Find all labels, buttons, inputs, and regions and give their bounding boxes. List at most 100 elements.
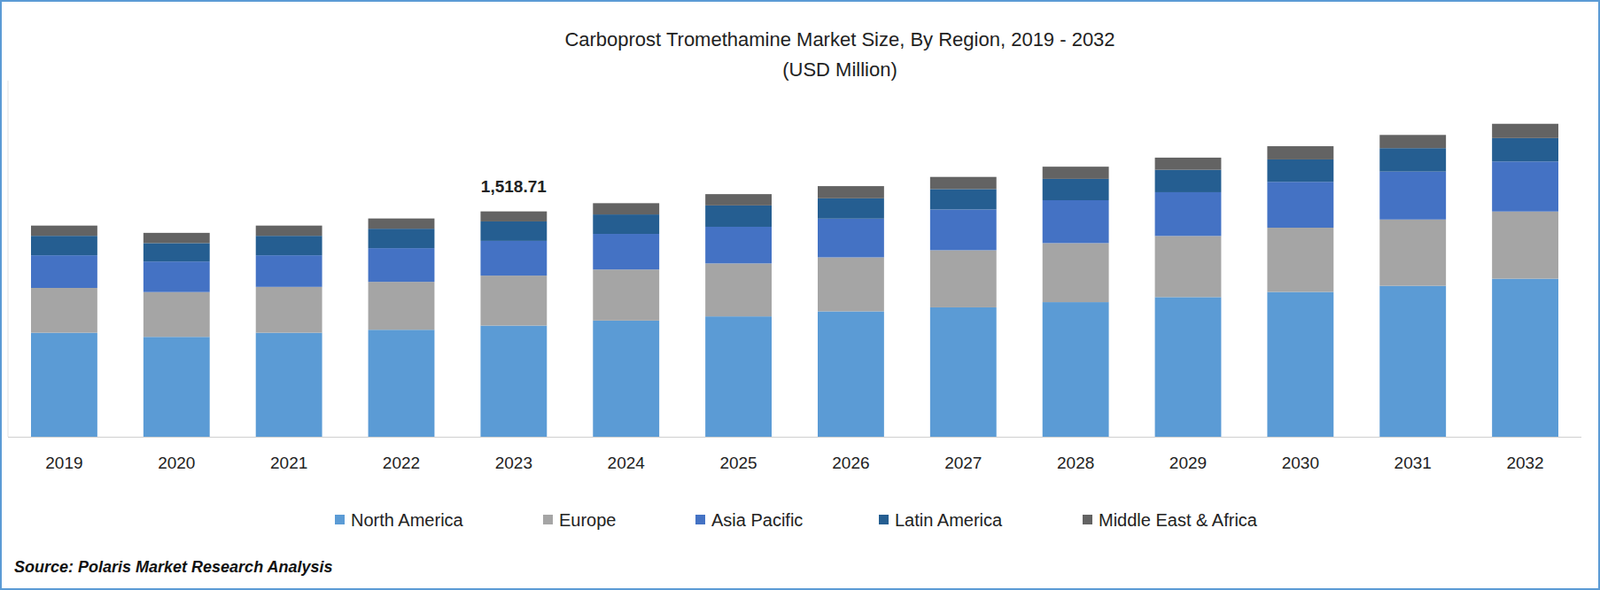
bar-segment <box>1379 286 1446 437</box>
x-tick-label: 2027 <box>944 453 982 473</box>
x-tick-label: 2020 <box>157 453 195 473</box>
bar-segment <box>256 287 323 334</box>
bar-segment <box>1266 292 1334 437</box>
bar-segment <box>817 198 885 219</box>
legend-swatch <box>695 514 706 525</box>
legend-swatch <box>543 514 553 525</box>
bar-segment <box>1379 134 1446 148</box>
bar-segment <box>930 209 997 250</box>
bar-segment <box>1491 211 1559 280</box>
bar-segment <box>1155 170 1222 193</box>
x-tick-label: 2029 <box>1169 453 1207 473</box>
x-tick-label: 2030 <box>1281 453 1320 473</box>
bar-segment <box>930 188 997 210</box>
y-axis-line <box>7 80 9 437</box>
bar-segment <box>592 202 660 215</box>
legend: North America Europe Asia Pacific Latin Ame… <box>334 510 1259 530</box>
legend-swatch <box>878 514 889 525</box>
frame <box>0 0 1600 590</box>
bar-segment <box>1042 200 1110 243</box>
bar-segment <box>705 226 772 264</box>
annotation: 1,518.71 <box>481 177 547 196</box>
source: Source: Polaris Market Research Analysis <box>14 558 334 576</box>
bar-segment <box>1155 296 1222 437</box>
legend-swatch <box>334 514 345 525</box>
bar-segment <box>368 248 435 282</box>
bar-segment <box>817 186 885 199</box>
x-tick-label: 2026 <box>831 453 870 473</box>
bar-segment <box>256 235 323 256</box>
bar-segment <box>592 214 660 234</box>
bar-segment <box>1491 124 1559 139</box>
bar-segment <box>31 235 98 256</box>
bar-segment <box>1379 219 1446 287</box>
bar-segment <box>143 261 210 293</box>
bar-segment <box>1042 178 1110 201</box>
legend-label: Middle East & Africa <box>1098 510 1259 530</box>
bar-segment <box>480 240 547 276</box>
x-tick-label: 2021 <box>270 453 308 473</box>
bar-segment <box>1155 235 1222 297</box>
bar-segment <box>143 336 210 437</box>
bar-segment <box>592 320 660 437</box>
bar-segment <box>31 287 98 334</box>
bar-segment <box>817 218 885 258</box>
bar-segment <box>1379 147 1446 171</box>
bar-segment <box>31 333 98 437</box>
bar-segment <box>143 292 210 338</box>
bars <box>31 124 1559 437</box>
legend-label: Europe <box>559 510 617 530</box>
bar-segment <box>1042 302 1110 437</box>
bar-segment <box>592 233 660 270</box>
bar-segment <box>256 225 323 237</box>
x-tick-label: 2031 <box>1394 453 1432 473</box>
title: Carboprost Tromethamine Market Size, By … <box>564 28 1115 51</box>
bar-segment <box>31 225 98 237</box>
bar-segment <box>705 316 772 437</box>
bar-segment <box>817 256 885 311</box>
bar-segment <box>1266 181 1334 228</box>
bar-segment <box>31 255 98 288</box>
bar-segment <box>1379 171 1446 220</box>
legend-label: Asia Pacific <box>711 510 803 530</box>
x-tick-label: 2028 <box>1056 453 1095 473</box>
bar-segment <box>1155 157 1222 171</box>
x-tick-label: 2025 <box>719 453 757 473</box>
x-tick-label: 2024 <box>607 453 646 473</box>
x-axis-line <box>7 436 1582 438</box>
legend-label: Latin America <box>894 510 1003 530</box>
bar-segment <box>1491 279 1559 437</box>
bar-segment <box>930 177 997 190</box>
legend-swatch <box>1082 514 1093 525</box>
bar-segment <box>1491 138 1559 162</box>
bar-segment <box>368 218 435 230</box>
bar-segment <box>1491 161 1559 211</box>
x-tick-label: 2032 <box>1506 453 1544 473</box>
x-tick-label: 2022 <box>382 453 420 473</box>
bar-segment <box>592 269 660 321</box>
bar-segment <box>368 228 435 249</box>
bar-segment <box>368 329 435 437</box>
bar-segment <box>1266 227 1334 293</box>
bar-segment <box>1266 146 1334 160</box>
bar-segment <box>817 310 885 437</box>
bar-segment <box>930 249 997 307</box>
bar-segment <box>1042 242 1110 303</box>
bar-segment <box>705 263 772 317</box>
x-tick-label: 2019 <box>45 453 83 473</box>
bar-segment <box>143 233 210 244</box>
bar-segment <box>368 281 435 330</box>
legend-label: North America <box>350 510 465 530</box>
subtitle: (USD Million) <box>782 58 898 81</box>
bar-segment <box>480 211 547 222</box>
bar-segment <box>480 221 547 241</box>
bar-segment <box>143 242 210 262</box>
bar-segment <box>480 275 547 326</box>
chart: Carboprost Tromethamine Market Size, By … <box>0 0 1600 590</box>
bar-segment <box>480 326 547 437</box>
bar-segment <box>256 333 323 437</box>
bar-segment <box>1266 159 1334 182</box>
bar-segment <box>705 205 772 227</box>
bar-segment <box>1042 166 1110 179</box>
bar-segment <box>930 307 997 437</box>
